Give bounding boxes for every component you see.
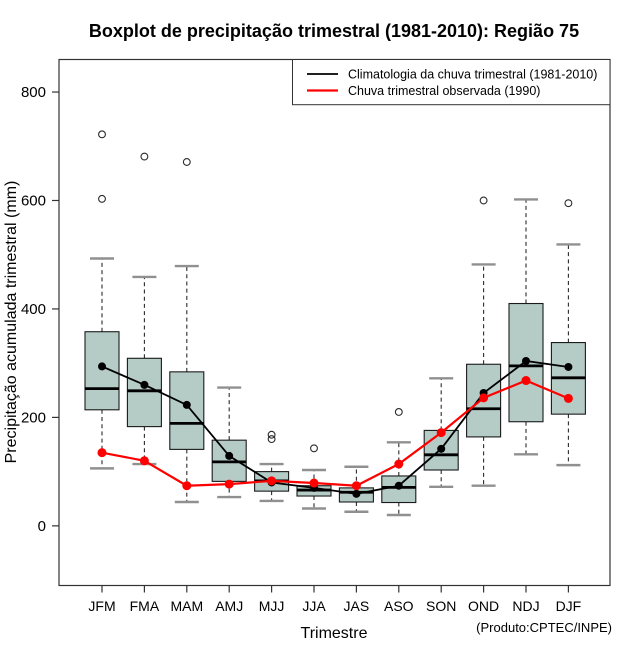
chart-title: Boxplot de precipitação trimestral (1981… [89, 21, 579, 41]
box-FMA [126, 152, 162, 466]
y-tick-label: 200 [21, 409, 46, 426]
legend: Climatologia da chuva trimestral (1981-2… [292, 59, 611, 106]
box-DJF [550, 199, 586, 467]
outlier-point [98, 130, 106, 139]
x-tick-label: DJF [556, 598, 582, 614]
observada-point [182, 481, 192, 491]
y-axis-title: Precipitação acumulada trimestral (mm) [3, 181, 20, 464]
climatologia-point [98, 362, 106, 371]
legend-box [292, 59, 611, 106]
x-tick-label: JAS [344, 598, 370, 614]
x-tick-label: OND [468, 598, 499, 614]
legend-label-observada: Chuva trimestral observada (1990) [348, 84, 540, 98]
box-rect [169, 371, 205, 450]
observada-point [563, 393, 573, 403]
x-axis-title: Trimestre [301, 625, 368, 642]
observada-point [351, 481, 361, 491]
observada-line [101, 379, 569, 487]
climatologia-point [437, 444, 446, 453]
y-tick-label: 400 [21, 301, 46, 318]
x-tick-label: MAM [170, 598, 203, 614]
observada-point [267, 476, 277, 486]
x-tick-label: ASO [384, 598, 414, 614]
legend-label-climatologia: Climatologia da chuva trimestral (1981-2… [348, 68, 597, 82]
climatologia-point [182, 400, 191, 409]
y-tick-label: 800 [21, 84, 46, 101]
climatologia-point [394, 481, 403, 490]
box-OND [466, 196, 502, 487]
observada-point [224, 479, 234, 489]
outlier-point [310, 444, 318, 453]
x-tick-label: MJJ [259, 598, 285, 614]
box-JJA [296, 444, 332, 510]
box-rect [126, 357, 162, 428]
box-MAM [169, 158, 205, 504]
climatologia-point [225, 451, 234, 460]
plot-area [84, 130, 586, 517]
outlier-point [564, 199, 573, 208]
box-MJJ [254, 430, 290, 503]
outlier-point [394, 408, 403, 416]
outlier-point [140, 152, 149, 161]
x-tick-label: FMA [130, 598, 160, 614]
climatologia-point [564, 362, 573, 371]
observada-point [436, 428, 446, 438]
observada-point [479, 393, 489, 403]
climatologia-point [352, 489, 361, 498]
outlier-point [267, 435, 276, 444]
box-NDJ [508, 198, 544, 456]
climatologia-line [101, 360, 569, 495]
outlier-point [267, 430, 276, 439]
x-tick-label: JJA [302, 598, 326, 614]
x-tick-label: JFM [88, 598, 115, 614]
observada-point [139, 456, 149, 466]
axes: 0 200 400 600 800 JFM FMA MAM AMJ MJJ JJA JAS ASO SON… [21, 84, 581, 614]
outlier-point [98, 194, 106, 203]
observada-point [97, 448, 107, 458]
observada-point [309, 478, 319, 488]
x-tick-label: AMJ [215, 598, 243, 614]
observada-point [394, 459, 404, 469]
x-tick-label: SON [426, 598, 456, 614]
x-tick-label: NDJ [512, 598, 539, 614]
observada-point [521, 376, 531, 386]
climatologia-point [140, 380, 149, 389]
footer-note: (Produto:CPTEC/INPE) [476, 620, 612, 635]
y-tick-label: 600 [21, 192, 46, 209]
outlier-point [479, 196, 488, 205]
box-JFM [84, 130, 120, 470]
climatologia-point [522, 357, 530, 366]
y-tick-label: 0 [38, 518, 46, 535]
outlier-point [182, 158, 191, 166]
